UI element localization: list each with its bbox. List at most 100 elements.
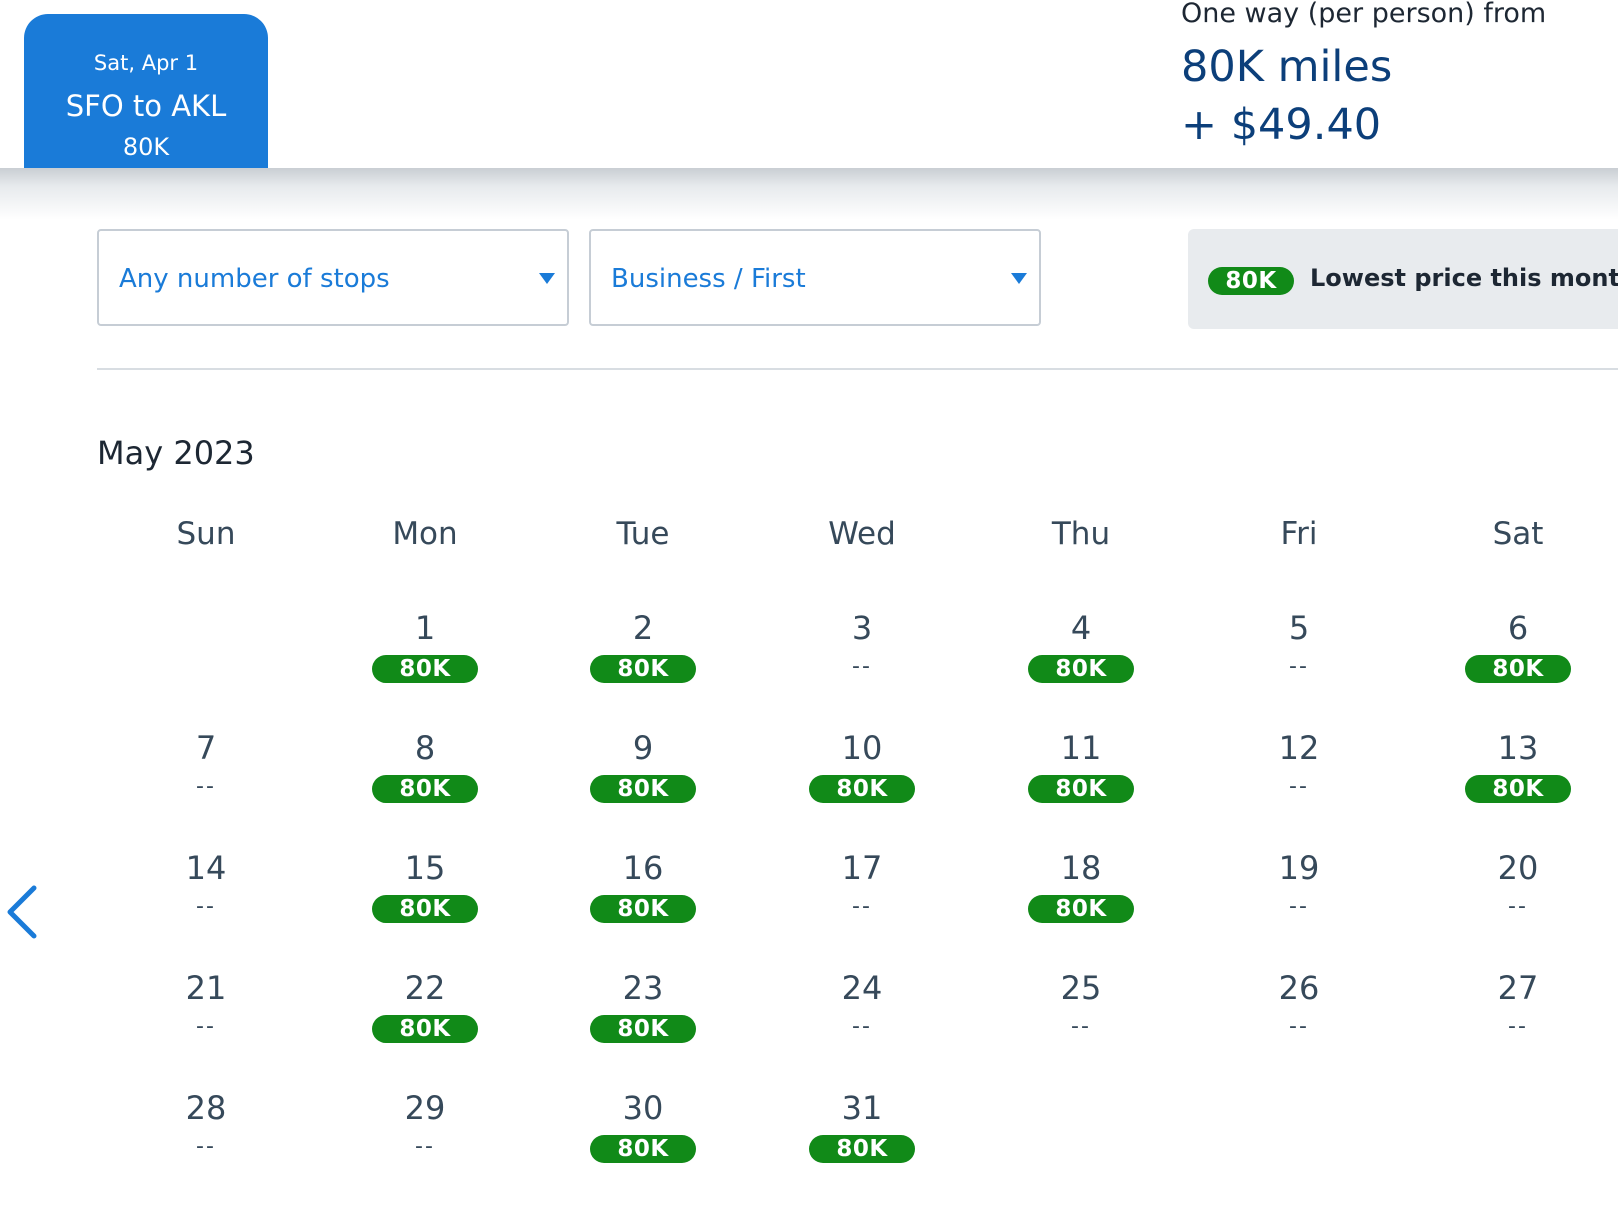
day-price-badge: 80K: [372, 655, 478, 683]
day-no-price: --: [1071, 1014, 1091, 1039]
day-price-badge: 80K: [1028, 775, 1134, 803]
day-number: 19: [1278, 849, 1320, 887]
day-number: 16: [622, 849, 664, 887]
day-number: 17: [841, 849, 883, 887]
calendar-day-20: 20 --: [1438, 848, 1598, 948]
calendar-day-12: 12 --: [1219, 728, 1379, 828]
stops-select[interactable]: Any number of stops: [97, 229, 569, 326]
day-number: 18: [1060, 849, 1102, 887]
day-number: 23: [622, 969, 664, 1007]
day-price-badge: 80K: [590, 1135, 696, 1163]
calendar-day-23[interactable]: 23 80K: [563, 968, 723, 1068]
header-bar: [0, 0, 1618, 168]
calendar-day-21: 21 --: [126, 968, 286, 1068]
day-no-price: --: [1508, 1014, 1528, 1039]
day-number: 29: [404, 1089, 446, 1127]
day-price-badge: 80K: [590, 895, 696, 923]
calendar-day-2[interactable]: 2 80K: [563, 608, 723, 708]
day-price-badge: 80K: [590, 1015, 696, 1043]
day-price-badge: 80K: [590, 775, 696, 803]
calendar-day-1[interactable]: 1 80K: [345, 608, 505, 708]
caret-down-icon: [1011, 273, 1027, 284]
calendar-day-4[interactable]: 4 80K: [1001, 608, 1161, 708]
day-price-badge: 80K: [1028, 895, 1134, 923]
weekday-mon: Mon: [392, 516, 458, 552]
day-no-price: --: [415, 1134, 435, 1159]
fare-cash: + $49.40: [1181, 100, 1382, 150]
day-number: 20: [1497, 849, 1539, 887]
legend-price-badge: 80K: [1208, 267, 1294, 295]
day-number: 13: [1497, 729, 1539, 767]
day-no-price: --: [852, 654, 872, 679]
day-number: 15: [404, 849, 446, 887]
day-price-badge: 80K: [809, 775, 915, 803]
day-no-price: --: [1508, 894, 1528, 919]
calendar-day-18[interactable]: 18 80K: [1001, 848, 1161, 948]
day-no-price: --: [1289, 654, 1309, 679]
day-number: 2: [632, 609, 654, 647]
day-number: 25: [1060, 969, 1102, 1007]
calendar-day-16[interactable]: 16 80K: [563, 848, 723, 948]
day-no-price: --: [852, 1014, 872, 1039]
cabin-select-value: Business / First: [611, 264, 806, 294]
day-price-badge: 80K: [1465, 655, 1571, 683]
day-number: 31: [841, 1089, 883, 1127]
calendar-day-19: 19 --: [1219, 848, 1379, 948]
calendar-day-3: 3 --: [782, 608, 942, 708]
weekday-fri: Fri: [1280, 516, 1318, 552]
chevron-left-icon[interactable]: [4, 884, 40, 940]
day-number: 6: [1507, 609, 1529, 647]
month-title: May 2023: [97, 434, 255, 472]
calendar-day-27: 27 --: [1438, 968, 1598, 1068]
weekday-wed: Wed: [828, 516, 896, 552]
calendar-day-22[interactable]: 22 80K: [345, 968, 505, 1068]
calendar-day-11[interactable]: 11 80K: [1001, 728, 1161, 828]
day-price-badge: 80K: [372, 895, 478, 923]
weekday-sun: Sun: [176, 516, 236, 552]
day-no-price: --: [196, 774, 216, 799]
cabin-select[interactable]: Business / First: [589, 229, 1041, 326]
day-number: 28: [185, 1089, 227, 1127]
day-price-badge: 80K: [372, 1015, 478, 1043]
calendar-day-9[interactable]: 9 80K: [563, 728, 723, 828]
calendar-day-14: 14 --: [126, 848, 286, 948]
calendar-day-31[interactable]: 31 80K: [782, 1088, 942, 1188]
calendar-day-25: 25 --: [1001, 968, 1161, 1068]
weekday-thu: Thu: [1051, 516, 1111, 552]
calendar-day-13[interactable]: 13 80K: [1438, 728, 1598, 828]
day-number: 12: [1278, 729, 1320, 767]
day-number: 30: [622, 1089, 664, 1127]
day-number: 8: [414, 729, 436, 767]
caret-down-icon: [539, 273, 555, 284]
day-price-badge: 80K: [372, 775, 478, 803]
price-legend: 80K Lowest price this month: [1188, 229, 1618, 329]
day-price-badge: 80K: [1465, 775, 1571, 803]
calendar-day-28: 28 --: [126, 1088, 286, 1188]
calendar-day-15[interactable]: 15 80K: [345, 848, 505, 948]
day-number: 1: [414, 609, 436, 647]
selected-date-tab[interactable]: Sat, Apr 1 SFO to AKL 80K: [24, 14, 268, 168]
day-no-price: --: [196, 1014, 216, 1039]
day-no-price: --: [196, 1134, 216, 1159]
day-number: 10: [841, 729, 883, 767]
calendar-day-5: 5 --: [1219, 608, 1379, 708]
calendar-day-26: 26 --: [1219, 968, 1379, 1068]
calendar-day-30[interactable]: 30 80K: [563, 1088, 723, 1188]
day-number: 9: [632, 729, 654, 767]
fare-label: One way (per person) from: [1181, 0, 1547, 29]
tab-price: 80K: [122, 133, 170, 161]
day-number: 24: [841, 969, 883, 1007]
tab-route: SFO to AKL: [65, 89, 227, 123]
day-number: 21: [185, 969, 227, 1007]
day-number: 4: [1070, 609, 1092, 647]
day-number: 22: [404, 969, 446, 1007]
weekday-sat: Sat: [1492, 516, 1544, 552]
calendar-day-6[interactable]: 6 80K: [1438, 608, 1598, 708]
day-number: 26: [1278, 969, 1320, 1007]
legend-text: Lowest price this month: [1310, 264, 1618, 292]
calendar-day-17: 17 --: [782, 848, 942, 948]
calendar-day-10[interactable]: 10 80K: [782, 728, 942, 828]
day-number: 14: [185, 849, 227, 887]
weekday-tue: Tue: [616, 516, 670, 552]
calendar-day-8[interactable]: 8 80K: [345, 728, 505, 828]
